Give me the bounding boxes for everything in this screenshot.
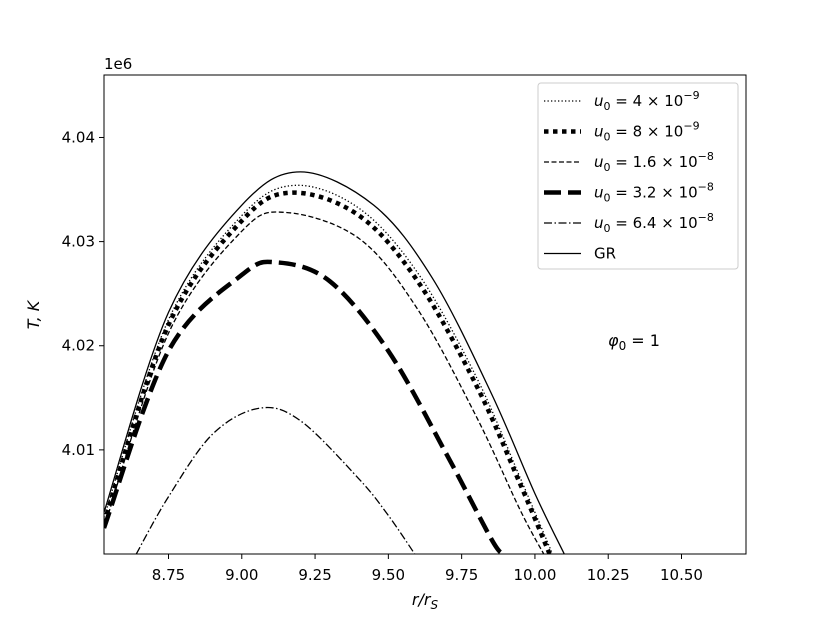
- series-line-6: [104, 171, 565, 554]
- legend-label-1: u0 = 4 × 10−9: [594, 89, 700, 113]
- series-line-1: [104, 184, 554, 554]
- legend-label-4: u0 = 3.2 × 10−8: [594, 181, 714, 205]
- phi-annotation: φ0 = 1: [608, 331, 660, 353]
- legend-label-2: u0 = 8 × 10−9: [594, 120, 700, 144]
- y-tick-label: 4.03: [62, 233, 95, 251]
- x-tick-label: 9.00: [225, 566, 258, 584]
- series-line-4: [104, 259, 505, 554]
- y-tick-label: 4.01: [62, 441, 95, 459]
- y-tick-label: 4.04: [62, 128, 95, 146]
- series-line-2: [104, 190, 552, 554]
- x-tick-label: 8.75: [152, 566, 185, 584]
- x-tick-label: 10.50: [660, 566, 703, 584]
- x-tick-label: 10.00: [513, 566, 556, 584]
- legend-label-5: u0 = 6.4 × 10−8: [594, 211, 714, 235]
- legend-label-6: GR: [594, 245, 616, 263]
- x-tick-label: 9.75: [445, 566, 478, 584]
- y-tick-label: 4.02: [62, 337, 95, 355]
- y-offset-text: 1e6: [104, 55, 132, 73]
- legend-box: [537, 82, 739, 270]
- x-tick-label: 9.50: [372, 566, 405, 584]
- plot-frame: [103, 74, 747, 555]
- x-tick-label: 9.25: [298, 566, 331, 584]
- x-tick-label: 10.25: [587, 566, 630, 584]
- y-axis-label: T, K: [24, 299, 43, 329]
- series-line-3: [104, 211, 545, 554]
- series-line-5: [135, 406, 416, 554]
- legend-label-3: u0 = 1.6 × 10−8: [594, 150, 714, 174]
- x-axis-label: r/rS: [412, 590, 439, 612]
